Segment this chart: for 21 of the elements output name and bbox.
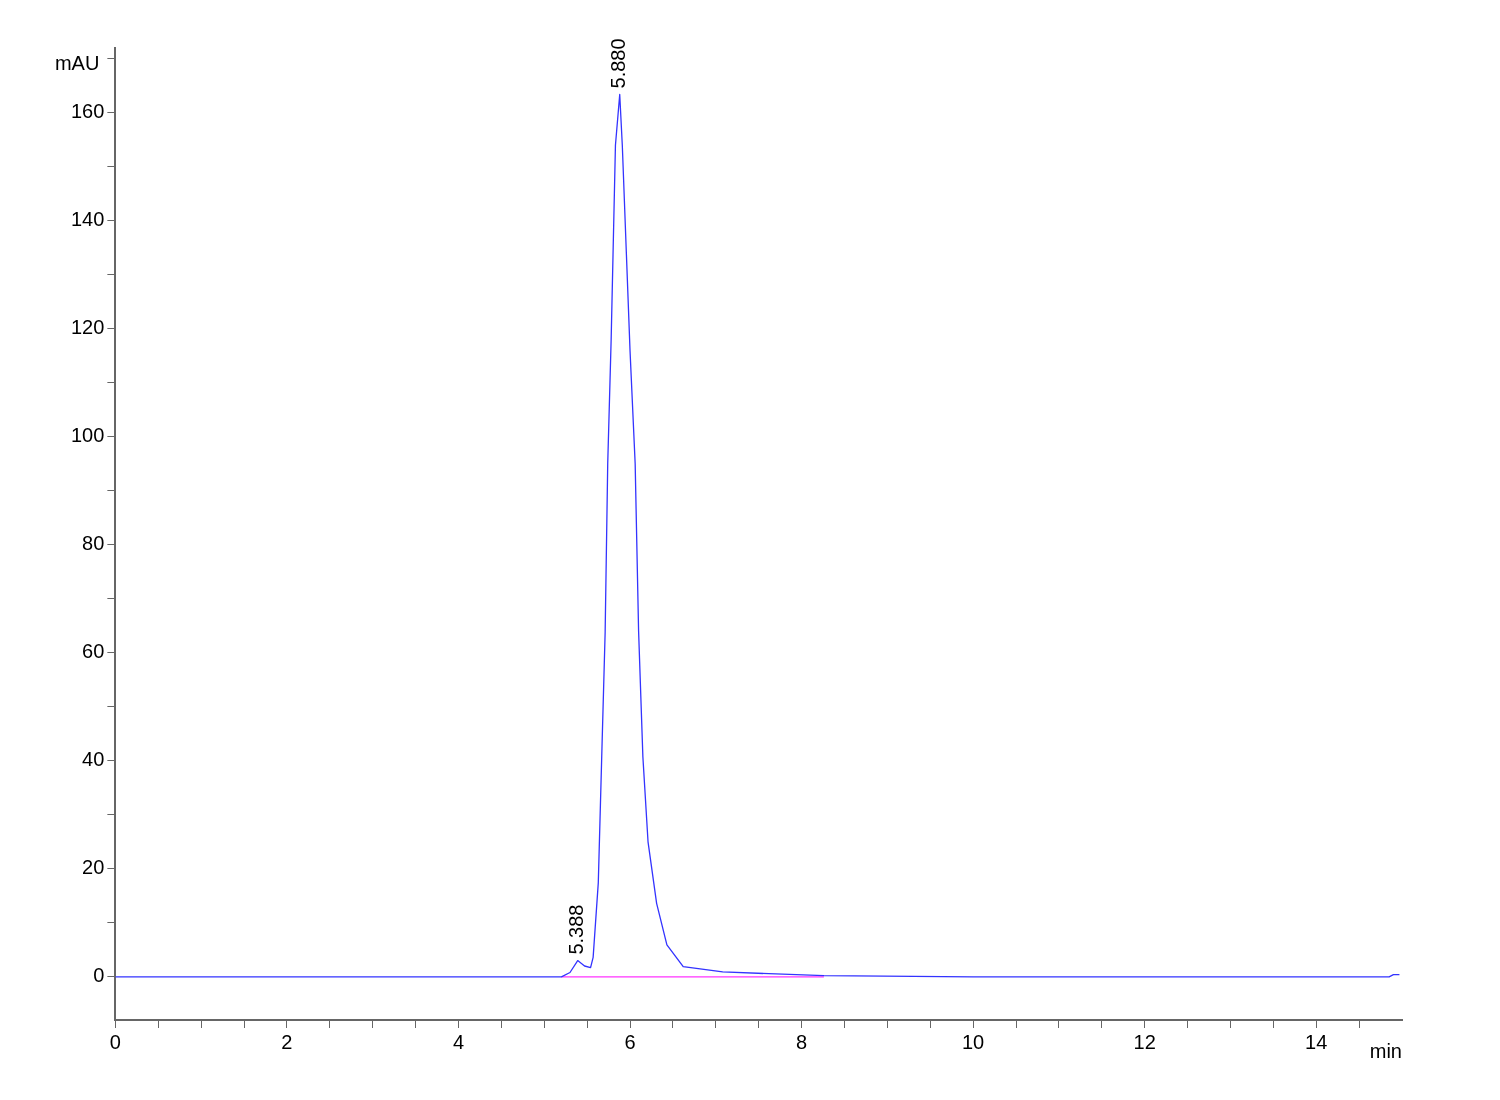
x-tick-label: 10: [962, 1030, 985, 1053]
x-axis-title: min: [1369, 1039, 1402, 1062]
y-tick-label: 0: [93, 964, 105, 987]
y-tick-label: 40: [82, 748, 105, 771]
y-axis-title: mAU: [54, 51, 100, 74]
annotation: 5.880: [607, 38, 630, 89]
y-tick-label: 20: [82, 856, 105, 879]
x-tick-label: 0: [109, 1030, 121, 1053]
y-tick-label: 120: [70, 316, 105, 339]
x-tick-label: 14: [1305, 1030, 1328, 1053]
y-tick-label: 100: [70, 424, 105, 447]
y-tick-label: 80: [82, 532, 105, 555]
x-tick-label: 6: [624, 1030, 636, 1053]
x-tick-label: 8: [796, 1030, 808, 1053]
annotation: 5.388: [565, 904, 588, 955]
y-tick-label: 60: [82, 640, 105, 663]
y-tick-label: 160: [70, 100, 105, 123]
y-tick-label: 140: [70, 208, 105, 231]
x-tick-label: 4: [452, 1030, 465, 1053]
x-tick-label: 2: [281, 1030, 293, 1053]
x-tick-label: 12: [1133, 1030, 1156, 1053]
